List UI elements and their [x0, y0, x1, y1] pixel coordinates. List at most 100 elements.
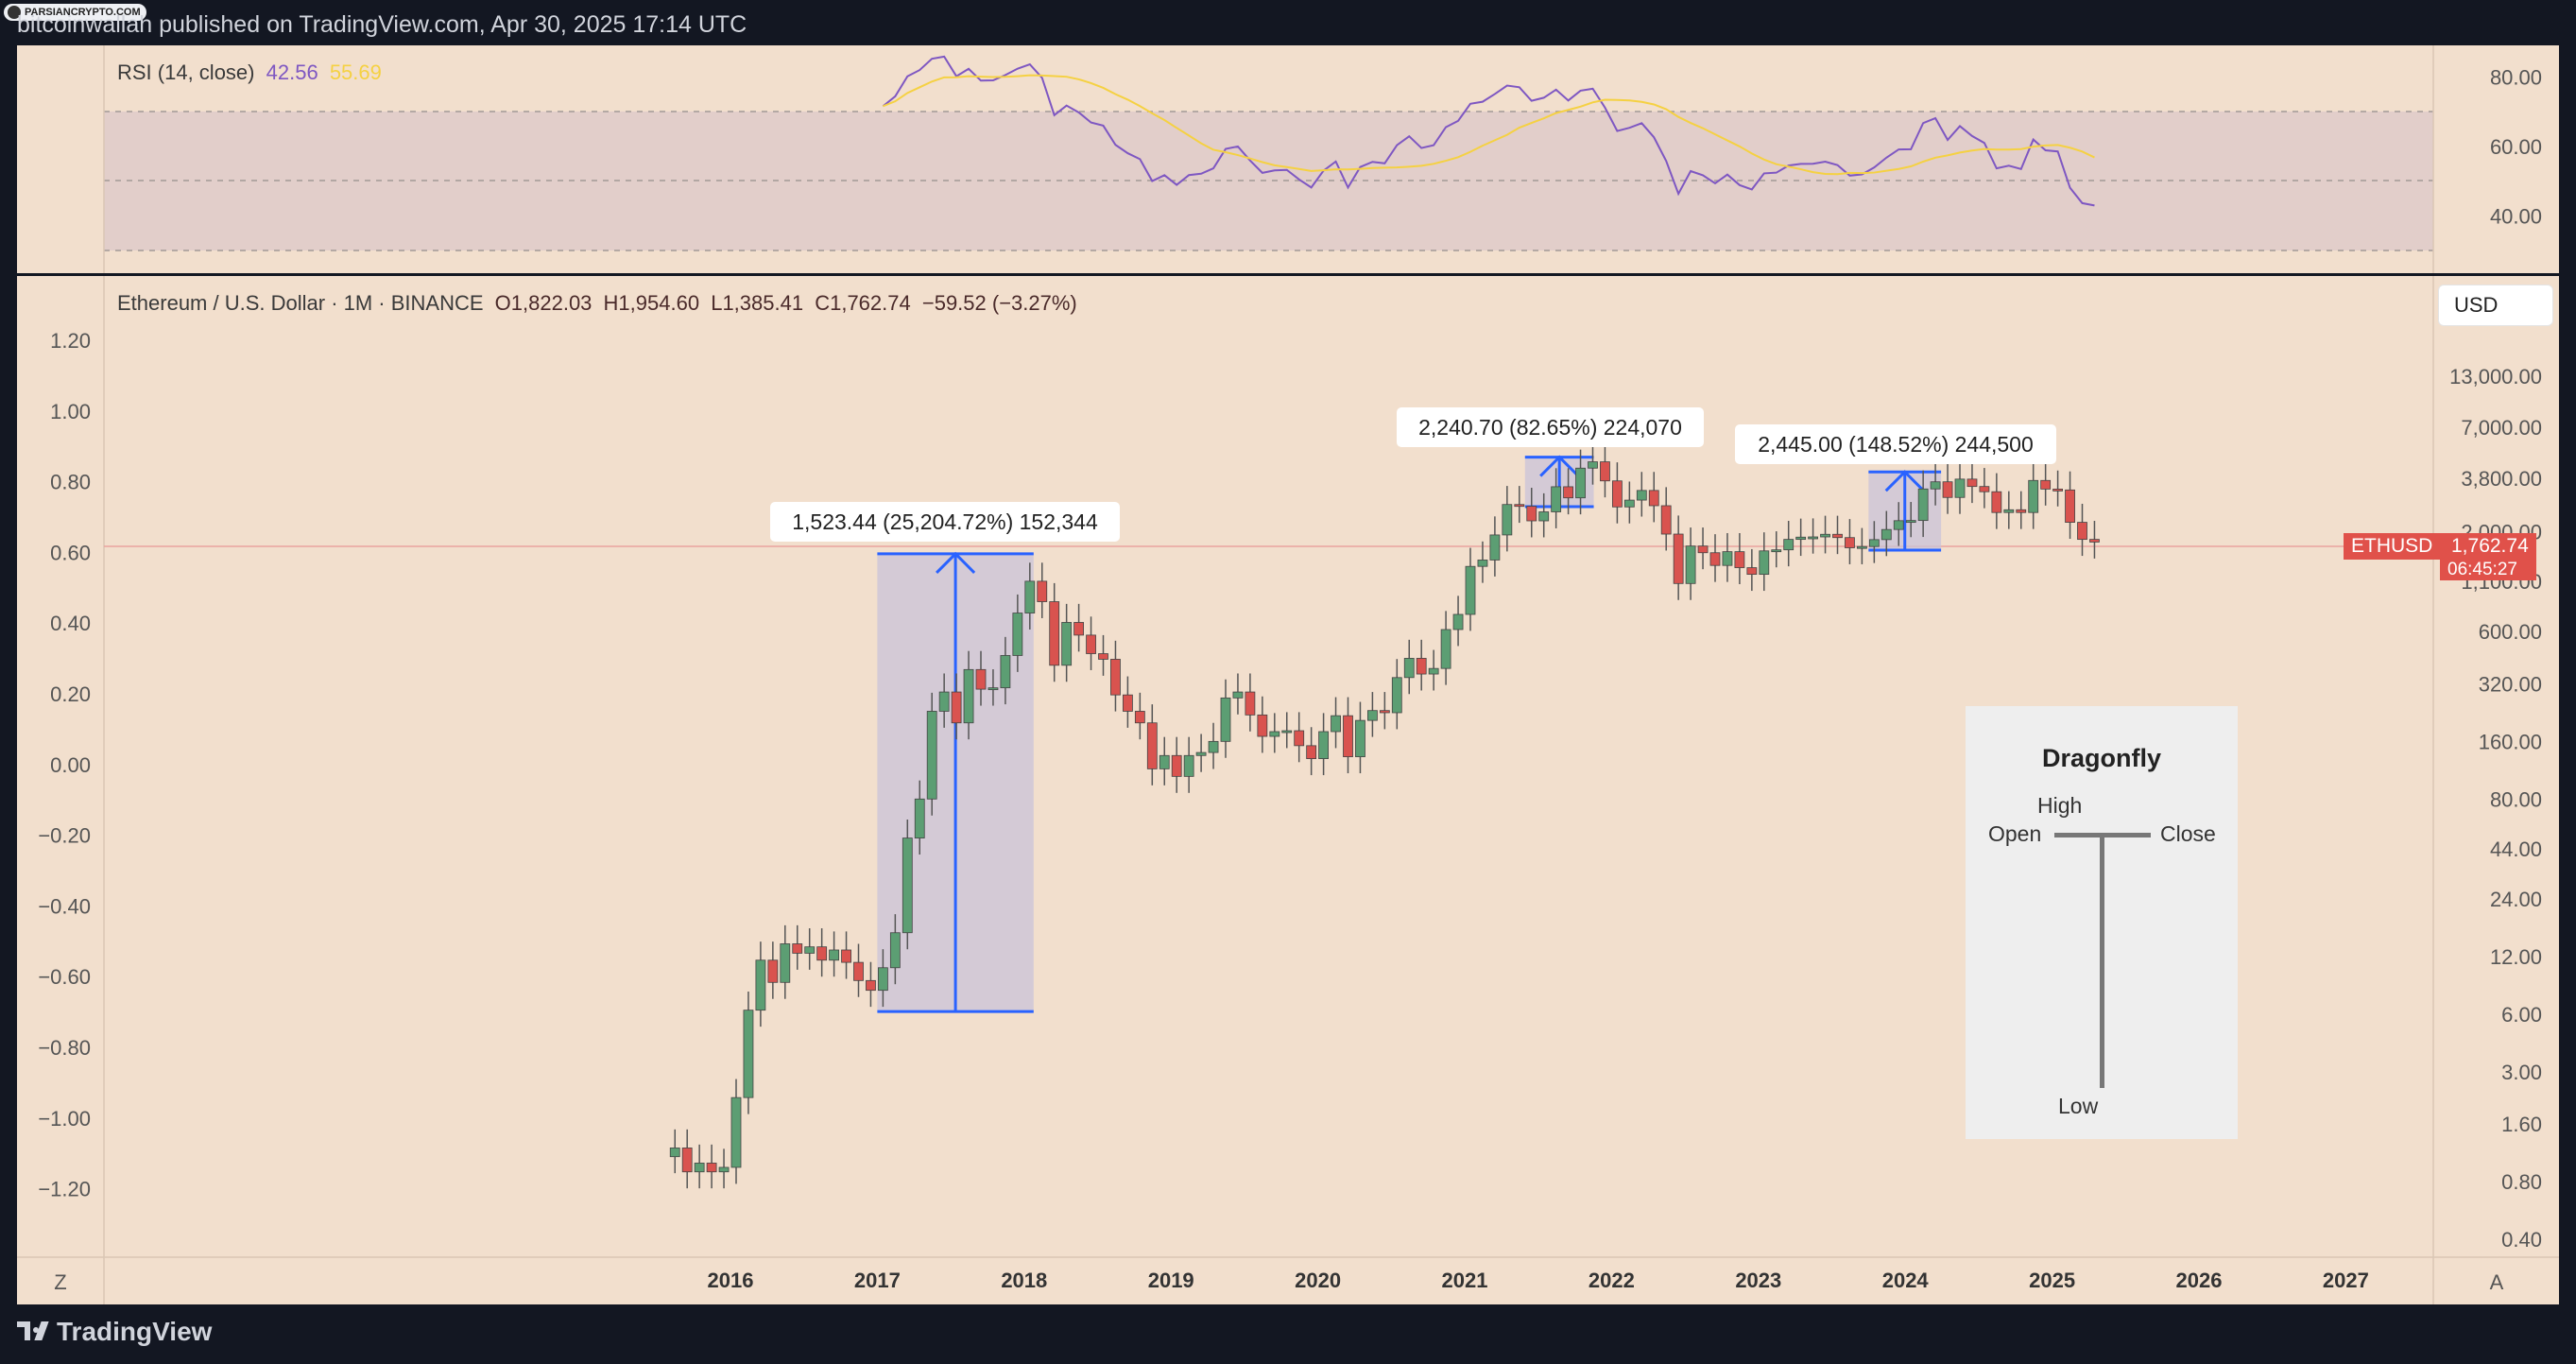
candle-up [1024, 580, 1036, 613]
candle-down [951, 691, 962, 724]
year-label: 2023 [1735, 1269, 1781, 1292]
candle-down [1709, 552, 1721, 566]
candle-up [1575, 467, 1586, 499]
candle-down [1526, 506, 1537, 522]
candle-up [1232, 691, 1244, 699]
right-tick-label: 44.00 [2490, 837, 2542, 861]
candle-down [1648, 490, 1659, 507]
year-label: 2022 [1589, 1269, 1635, 1292]
candle-down [2065, 489, 2075, 523]
candle-up [1783, 539, 1795, 551]
symbol-title: Ethereum / U.S. Dollar · 1M · BINANCE [117, 291, 484, 315]
annotation-text-0: 1,523.44 (25,204.72%) 152,344 [792, 509, 1098, 534]
candle-down [1049, 601, 1060, 666]
left-tick-label: −0.60 [38, 965, 91, 989]
candle-down [1734, 551, 1745, 568]
rsi-ma-line [883, 74, 2095, 176]
left-tick-label: 0.60 [50, 541, 91, 564]
candle-up [889, 932, 901, 969]
candle-up [730, 1096, 742, 1168]
year-label: 2017 [854, 1269, 901, 1292]
inset-high-label: High [2037, 793, 2083, 818]
candle-up [780, 943, 791, 983]
candle-down [1942, 481, 1953, 498]
left-tick-label: −1.20 [38, 1178, 91, 1201]
inset-wick-line [2100, 833, 2104, 1088]
candle-down [1673, 533, 1684, 584]
candle-up [1722, 551, 1733, 566]
right-tick-label: 6.00 [2501, 1003, 2542, 1027]
inset-open-label: Open [1988, 821, 2042, 846]
candle-up [1465, 565, 1476, 615]
left-tick-label: 0.00 [50, 753, 91, 777]
currency-button[interactable]: USD [2438, 285, 2553, 326]
candle-down [2040, 479, 2052, 490]
candle-up [1281, 730, 1293, 734]
candle-down [1343, 715, 1353, 757]
year-label: 2025 [2029, 1269, 2075, 1292]
badge-text: PARSIANCRYPTO.COM [25, 7, 141, 18]
measure-arrow-head-1 [1539, 455, 1580, 477]
year-label: 2021 [1442, 1269, 1488, 1292]
candle-down [1245, 691, 1256, 716]
inset-close-label: Close [2160, 821, 2216, 846]
right-tick-label: 600.00 [2479, 620, 2542, 644]
candle-down [1832, 533, 1843, 539]
candle-down [792, 943, 803, 954]
candle-up [1954, 478, 1966, 498]
rsi-value: 42.56 [266, 60, 318, 84]
candle-down [1416, 658, 1427, 675]
year-label: 2020 [1295, 1269, 1341, 1292]
bottom-bar [0, 1304, 2576, 1364]
right-tick-label: 12.00 [2490, 945, 2542, 969]
annotation-text-1: 2,240.70 (82.65%) 224,070 [1418, 415, 1682, 440]
right-tick-label: 320.00 [2479, 672, 2542, 696]
candle-down [1379, 710, 1390, 714]
site-badge: PARSIANCRYPTO.COM [4, 4, 146, 21]
candle-up [1880, 528, 1892, 541]
candle-layer [669, 442, 2100, 1189]
year-label: 2027 [2323, 1269, 2369, 1292]
candle-up [1012, 613, 1023, 656]
dragonfly-inset: Dragonfly High Open Close Low [1966, 706, 2238, 1139]
candle-up [1403, 658, 1415, 679]
year-label: 2026 [2176, 1269, 2223, 1292]
left-tick-label: 0.80 [50, 471, 91, 494]
price-tag: ETHUSD 1,762.74 [2344, 533, 2536, 560]
candle-down [1660, 505, 1672, 535]
rsi-axis: 80.00 60.00 40.00 [2490, 65, 2542, 228]
candle-up [1159, 754, 1170, 769]
candle-up [1808, 536, 1818, 540]
rsi-label: RSI (14, close) [117, 60, 255, 84]
candle-down [1146, 722, 1158, 769]
candle-down [1514, 504, 1525, 508]
candle-up [1893, 520, 1904, 530]
candle-up [1428, 667, 1439, 675]
right-tick-label: 7,000.00 [2461, 416, 2542, 440]
candle-up [1820, 533, 1830, 538]
tradingview-logo[interactable]: TradingView [17, 1317, 212, 1347]
candle-up [1759, 550, 1770, 576]
candle-up [1208, 740, 1219, 753]
annotation-box-0 [770, 502, 1120, 542]
candle-up [1930, 481, 1941, 490]
corner-z[interactable]: Z [54, 1270, 66, 1294]
corner-a[interactable]: A [2490, 1270, 2504, 1294]
candle-down [1991, 491, 2002, 513]
left-tick-label: −0.40 [38, 894, 91, 918]
candle-down [1979, 486, 1990, 492]
candle-down [2077, 522, 2087, 541]
right-tick-label: 24.00 [2490, 888, 2542, 911]
pane-separator[interactable] [17, 273, 2559, 276]
candle-down [1966, 478, 1978, 488]
left-tick-label: 0.20 [50, 682, 91, 706]
ohlc-close: C1,762.74 [815, 291, 911, 315]
inset-title: Dragonfly [2041, 744, 2161, 772]
badge-logo-icon [8, 6, 21, 19]
candle-up [743, 1010, 754, 1098]
candle-up [1367, 710, 1378, 721]
candle-down [866, 979, 876, 992]
candle-up [914, 798, 925, 838]
candle-up [1452, 613, 1464, 630]
